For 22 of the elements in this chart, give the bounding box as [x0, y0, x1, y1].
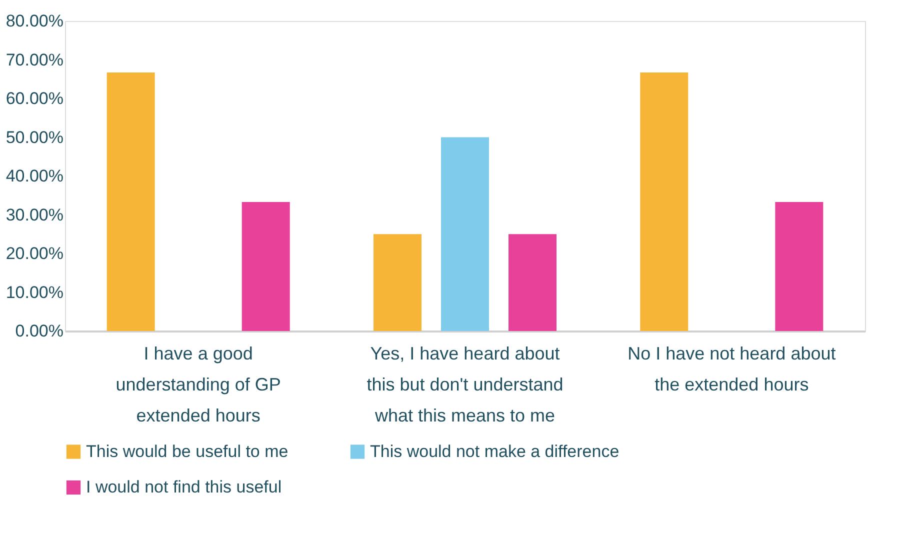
y-tick-label: 40.00%: [6, 166, 64, 186]
x-tick-label: I have a good understanding of GP extended hours: [116, 344, 281, 426]
bar: [373, 234, 422, 331]
y-tick-label: 60.00%: [6, 89, 64, 108]
x-tick-label: Yes, I have heard about this but don't understand what this means to me: [366, 344, 564, 426]
x-tick-label: No I have not heard about the extended hours: [628, 344, 836, 394]
y-tick-label: 70.00%: [6, 50, 64, 70]
y-tick-label: 0.00%: [15, 322, 64, 340]
bar: [640, 72, 688, 331]
bar: [775, 202, 824, 331]
y-tick-label: 50.00%: [6, 128, 64, 147]
y-tick-label: 30.00%: [6, 205, 64, 224]
bar: [508, 234, 557, 331]
legend-label: I would not find this useful: [86, 478, 282, 496]
legend-label: This would be useful to me: [86, 442, 288, 461]
y-tick-label: 10.00%: [6, 282, 64, 302]
legend-label: This would not make a difference: [370, 442, 620, 461]
bar: [242, 202, 290, 331]
y-tick-label: 80.00%: [6, 12, 64, 30]
y-tick-label: 20.00%: [6, 244, 64, 263]
bar: [441, 137, 489, 331]
bar: [106, 72, 155, 331]
